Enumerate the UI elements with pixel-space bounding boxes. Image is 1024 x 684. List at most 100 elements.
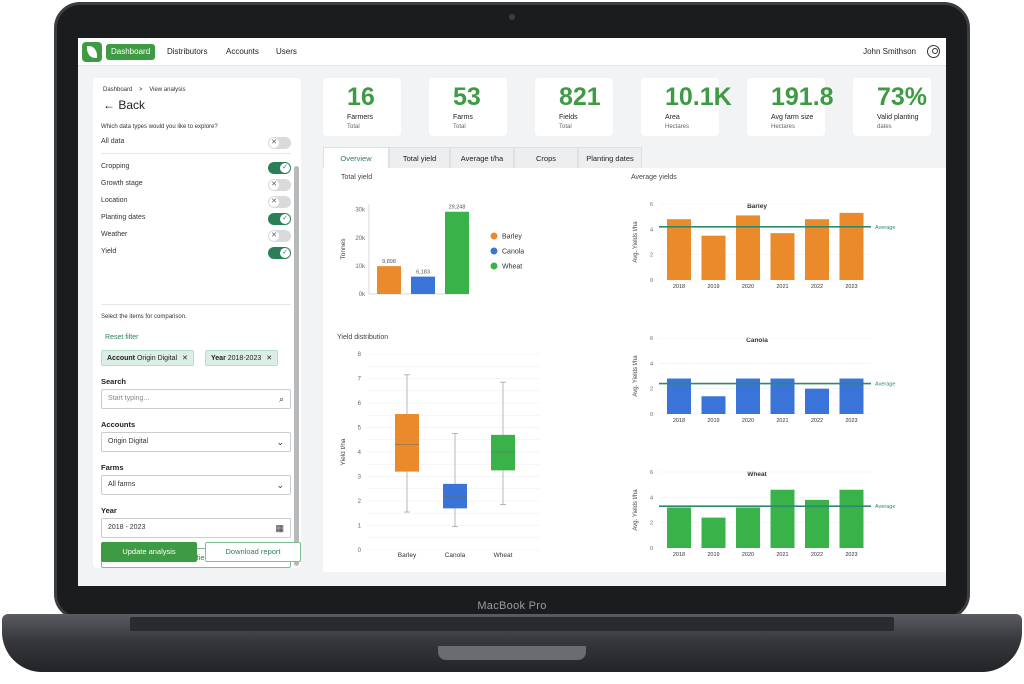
year-value: 2018 - 2023: [108, 524, 146, 531]
box-barley: [395, 414, 419, 472]
data-type-toggle[interactable]: ✕: [268, 230, 291, 242]
data-label: 29,248: [449, 205, 466, 211]
user-name[interactable]: John Smithson: [863, 47, 916, 56]
y-tick-label: 2: [650, 253, 653, 259]
tab-planting-dates[interactable]: Planting dates: [578, 147, 642, 169]
x-tick-label: 2021: [776, 284, 788, 290]
close-icon: ✕: [269, 138, 279, 148]
reset-filter-link[interactable]: Reset filter: [105, 334, 139, 341]
y-tick-label: 4: [650, 495, 653, 501]
bar-year-2022: [805, 219, 829, 280]
x-tick-label: Wheat: [494, 552, 513, 559]
bar-year-2018: [667, 219, 691, 280]
filter-chip-account[interactable]: Account Origin Digital ✕: [101, 350, 194, 366]
legend-marker-wheat: [490, 262, 498, 270]
tab-total-yield[interactable]: Total yield: [389, 147, 450, 169]
bar-year-2023: [839, 489, 864, 548]
stat-sublabel: Hectares: [665, 124, 690, 130]
y-tick-label: 8: [358, 352, 362, 358]
tab-crops[interactable]: Crops: [514, 147, 578, 169]
data-type-toggle[interactable]: ✓: [268, 213, 291, 225]
bar-year-2021: [770, 378, 795, 414]
y-tick-label: 2: [650, 521, 653, 527]
stat-label: Avg farm size: [771, 114, 814, 121]
calendar-icon[interactable]: ▦: [275, 523, 284, 533]
tab-overview[interactable]: Overview: [323, 147, 389, 169]
data-type-label: Growth stage: [101, 180, 143, 187]
tab-average-tha[interactable]: Average t/ha: [450, 147, 514, 169]
stat-sublabel: dates: [877, 124, 892, 130]
close-icon[interactable]: ✕: [181, 355, 188, 362]
stat-value: 53: [453, 83, 481, 111]
x-tick-label: 2022: [811, 418, 823, 424]
update-analysis-button[interactable]: Update analysis: [101, 542, 197, 562]
keyboard-edge: [130, 617, 894, 631]
accounts-select[interactable]: Origin Digital ⌄: [101, 432, 291, 452]
data-type-toggle[interactable]: ✓: [268, 247, 291, 259]
breadcrumb-dashboard[interactable]: Dashboard: [103, 87, 133, 93]
x-tick-label: 2018: [673, 418, 685, 424]
farms-label: Farms: [101, 463, 124, 472]
chip-key: Account: [107, 355, 135, 362]
legend-label: Barley: [502, 234, 522, 241]
breadcrumb: Dashboard > View analysis: [103, 87, 185, 93]
legend-label: Canola: [502, 249, 524, 256]
bar-wheat: [445, 211, 469, 294]
x-tick-label: 2020: [742, 552, 754, 558]
leaf-logo-icon[interactable]: [82, 42, 102, 62]
sidebar-scrollbar[interactable]: [294, 166, 299, 566]
y-axis-label: Avg. Yields t/ha: [633, 221, 639, 263]
year-picker[interactable]: 2018 - 2023 ▦: [101, 518, 291, 538]
data-type-toggle[interactable]: ✕: [268, 196, 291, 208]
y-tick-label: 4: [650, 227, 653, 233]
data-type-label: All data: [101, 138, 125, 145]
y-tick-label: 2: [358, 499, 362, 505]
close-icon[interactable]: ✕: [266, 355, 273, 362]
y-tick-label: 4: [358, 450, 362, 456]
data-type-toggle[interactable]: ✕: [268, 137, 291, 149]
user-icon[interactable]: [927, 45, 940, 58]
filter-chip-year[interactable]: Year 2018-2023 ✕: [205, 350, 279, 366]
data-type-toggle[interactable]: ✓: [268, 162, 291, 174]
screen: Dashboard Distributors Accounts Users Jo…: [78, 38, 946, 586]
chart-title: Wheat: [747, 471, 767, 478]
y-tick-label: 30k: [355, 208, 366, 214]
accounts-value: Origin Digital: [108, 438, 149, 445]
search-icon[interactable]: ⌕: [278, 394, 284, 404]
stat-label: Area: [665, 114, 680, 121]
nav-dashboard[interactable]: Dashboard: [106, 44, 156, 60]
accounts-label: Accounts: [101, 420, 136, 429]
y-tick-label: 6: [650, 202, 653, 208]
nav-accounts[interactable]: Accounts: [226, 47, 259, 56]
bar-year-2019: [701, 396, 726, 414]
nav-distributors[interactable]: Distributors: [167, 47, 208, 56]
data-type-row: Location ✕: [101, 194, 291, 208]
y-tick-label: 2: [650, 387, 653, 393]
stat-value: 16: [347, 83, 375, 111]
y-tick-label: 0k: [359, 292, 366, 298]
data-label: 9,898: [382, 259, 396, 265]
y-tick-label: 6: [650, 470, 653, 476]
nav-users[interactable]: Users: [276, 47, 297, 56]
stat-sublabel: Total: [453, 124, 466, 130]
chip-key: Year: [211, 355, 226, 362]
data-type-label: Planting dates: [101, 214, 146, 221]
x-tick-label: 2022: [811, 552, 823, 558]
divider: [101, 153, 291, 154]
breadcrumb-chevron-icon: >: [139, 87, 143, 93]
data-type-toggle[interactable]: ✕: [268, 179, 291, 191]
search-input[interactable]: Start typing... ⌕: [101, 389, 291, 409]
stat-card: 53 Farms Total: [429, 78, 507, 136]
legend-marker-barley: [490, 232, 498, 240]
charts-canvas: 0k 10k 20k 30k Tonnes 9,898 6,183 29,248 Barley C…: [340, 202, 895, 559]
download-report-button[interactable]: Download report: [205, 542, 301, 562]
bar-year-2023: [839, 212, 864, 280]
x-tick-label: 2020: [742, 284, 754, 290]
box-wheat: [491, 434, 515, 471]
data-type-row: All data ✕: [101, 135, 291, 149]
legend-label: Wheat: [502, 264, 522, 271]
farms-select[interactable]: All farms ⌄: [101, 475, 291, 495]
chevron-down-icon: ⌄: [276, 480, 284, 490]
stat-label: Farmers: [347, 114, 374, 121]
back-button[interactable]: ← Back: [103, 98, 146, 112]
